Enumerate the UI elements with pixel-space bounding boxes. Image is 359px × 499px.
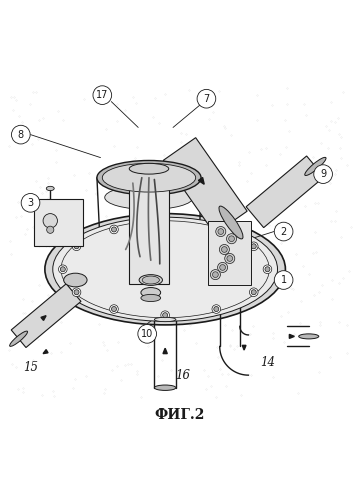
Circle shape xyxy=(314,165,332,184)
Circle shape xyxy=(21,194,40,212)
Polygon shape xyxy=(41,316,46,320)
Text: 7: 7 xyxy=(203,94,210,104)
Ellipse shape xyxy=(102,163,196,192)
Ellipse shape xyxy=(53,217,278,321)
Circle shape xyxy=(214,306,219,311)
Circle shape xyxy=(47,226,54,234)
Circle shape xyxy=(72,242,81,250)
Polygon shape xyxy=(163,138,247,234)
Text: 14: 14 xyxy=(260,356,275,369)
Text: 15: 15 xyxy=(23,361,38,374)
Circle shape xyxy=(112,227,117,232)
Circle shape xyxy=(74,290,79,295)
Circle shape xyxy=(60,267,65,272)
Polygon shape xyxy=(289,334,294,338)
Polygon shape xyxy=(163,348,167,354)
Polygon shape xyxy=(242,345,246,350)
FancyBboxPatch shape xyxy=(34,199,83,246)
Text: ФИГ.2: ФИГ.2 xyxy=(154,408,205,422)
Circle shape xyxy=(227,234,237,244)
Circle shape xyxy=(251,290,256,295)
Circle shape xyxy=(251,244,256,249)
Ellipse shape xyxy=(64,273,87,287)
Ellipse shape xyxy=(45,214,285,325)
Circle shape xyxy=(216,227,226,237)
Circle shape xyxy=(225,253,235,263)
Circle shape xyxy=(93,86,112,104)
Ellipse shape xyxy=(129,163,169,174)
Circle shape xyxy=(163,221,168,226)
Circle shape xyxy=(250,242,258,250)
Circle shape xyxy=(250,288,258,296)
Ellipse shape xyxy=(219,206,243,239)
Circle shape xyxy=(274,222,293,241)
Circle shape xyxy=(72,288,81,296)
Ellipse shape xyxy=(139,274,162,285)
Ellipse shape xyxy=(46,186,54,191)
Circle shape xyxy=(138,324,157,343)
Circle shape xyxy=(11,125,30,144)
Circle shape xyxy=(214,227,219,232)
Text: 9: 9 xyxy=(320,169,326,179)
Circle shape xyxy=(213,272,218,277)
Ellipse shape xyxy=(142,276,159,284)
Polygon shape xyxy=(246,156,324,228)
Circle shape xyxy=(212,225,220,234)
Polygon shape xyxy=(43,350,48,354)
Text: 17: 17 xyxy=(96,90,108,100)
Ellipse shape xyxy=(141,294,161,301)
Circle shape xyxy=(74,244,79,249)
Circle shape xyxy=(110,225,118,234)
FancyBboxPatch shape xyxy=(208,221,251,285)
Text: 10: 10 xyxy=(141,329,153,339)
Circle shape xyxy=(218,262,228,272)
Circle shape xyxy=(163,313,168,318)
Polygon shape xyxy=(199,178,204,184)
Circle shape xyxy=(197,89,216,108)
Circle shape xyxy=(220,264,225,270)
Ellipse shape xyxy=(105,186,193,210)
Text: 8: 8 xyxy=(18,130,24,140)
Circle shape xyxy=(263,265,272,273)
Circle shape xyxy=(109,305,118,313)
Circle shape xyxy=(227,255,233,261)
Circle shape xyxy=(161,219,169,228)
Text: 1: 1 xyxy=(280,275,287,285)
Ellipse shape xyxy=(141,287,161,297)
Circle shape xyxy=(219,245,229,254)
FancyBboxPatch shape xyxy=(129,169,169,283)
Text: 16: 16 xyxy=(176,369,191,382)
Ellipse shape xyxy=(154,385,176,390)
Circle shape xyxy=(210,269,220,279)
Ellipse shape xyxy=(305,157,326,176)
Text: 2: 2 xyxy=(280,227,287,237)
Circle shape xyxy=(218,229,224,235)
Circle shape xyxy=(212,305,220,313)
Polygon shape xyxy=(11,284,81,347)
Ellipse shape xyxy=(10,331,28,346)
Circle shape xyxy=(161,311,169,319)
Circle shape xyxy=(229,236,234,242)
Circle shape xyxy=(59,265,67,273)
Ellipse shape xyxy=(97,161,201,195)
Circle shape xyxy=(265,267,270,272)
Circle shape xyxy=(222,247,227,252)
Ellipse shape xyxy=(154,317,176,322)
Text: 3: 3 xyxy=(27,198,34,208)
Circle shape xyxy=(274,270,293,289)
Circle shape xyxy=(43,214,57,228)
Circle shape xyxy=(111,306,116,311)
Ellipse shape xyxy=(299,334,319,339)
